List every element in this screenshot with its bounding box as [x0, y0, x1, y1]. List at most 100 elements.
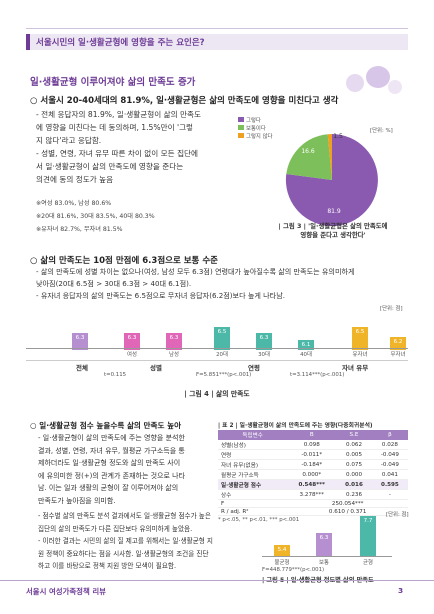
note: ※20대 81.6%, 30대 83.5%, 40대 80.3%	[36, 213, 155, 220]
bar-2-category-labels: 불균형 보통 균형	[262, 558, 392, 566]
point-3: ○ 일·생활균형 점수 높을수록 삶의 만족도 높아	[30, 421, 182, 430]
body-line: 집단의 삶의 만족도가 다른 집단보다 유의미하게 높았음.	[38, 524, 193, 533]
bar-chart-caption: | 그림 4 | 삶의 만족도	[184, 390, 250, 398]
body-line: - 점수별 삶의 만족도 분석 결과에서도 일·생활균형 점수가 높은	[38, 512, 211, 520]
pie-unit: [단위: %]	[370, 128, 393, 134]
table-header: β	[371, 430, 408, 440]
category-label: 20대	[216, 352, 228, 358]
table-header: 독립변수	[218, 430, 288, 440]
pie-label-disagree: 1.5	[333, 133, 343, 140]
pie-label-neutral: 16.6	[301, 148, 315, 155]
body-line: - 성별, 연령, 자녀 유무 따른 차이 없이 모든 집단에	[36, 149, 199, 158]
bar-30대: 6.3	[256, 333, 272, 350]
body-line: 지 않다'라고 응답함.	[36, 136, 102, 145]
bar-value-label: 6.3	[169, 335, 179, 342]
pie-label-agree: 81.9	[327, 208, 341, 215]
header-title: 서울시민의 일·생활균형에 영향을 주는 요인은?	[36, 38, 205, 48]
body-line: - 유자녀 응답자의 삶의 만족도는 6.5점으로 무자녀 응답자(6.2점)보…	[36, 291, 285, 300]
table-row: 월평균 가구소득 0.000* 0.000 0.041	[218, 469, 408, 480]
body-line: - 전체 응답자의 81.9%, 일·생활균형이 삶의 만족도	[36, 110, 201, 119]
pie-legend: 그렇다 보통이다 그렇지 않다	[238, 116, 273, 140]
legend-item: 그렇다	[238, 116, 273, 124]
section1-body: - 전체 응답자의 81.9%, 일·생활균형이 삶의 만족도 에 영향을 미친…	[36, 108, 201, 186]
section2-body: - 삶의 만족도에 성별 차이는 없으나(여성, 남성 모두 6.3점) 연령대…	[36, 266, 355, 302]
category-label: 30대	[258, 352, 270, 358]
decorative-bubble	[346, 74, 364, 92]
legend-item: 그렇지 않다	[238, 132, 273, 140]
chart-2-axis	[262, 556, 392, 557]
bar-20대: 6.5	[214, 326, 230, 350]
group-label: 자녀 유무	[342, 364, 369, 372]
body-line: 서 일·생활균형이 삶의 만족도에 영향을 준다는	[36, 162, 184, 171]
group-label: 연령	[248, 364, 260, 372]
bar-value-label: 6.3	[259, 335, 269, 342]
section3-body: - 일·생활균형이 삶의 만족도에 주는 영향을 분석한 결과, 성별, 연령,…	[38, 432, 185, 507]
table-row: R / adj. R² 0.610 / 0.371	[218, 507, 408, 516]
bar-chart-2-unit: [단위: 점]	[386, 512, 409, 518]
bar-균형: 7.7	[360, 515, 376, 556]
bar-value-label: 6.3	[75, 335, 85, 342]
regression-table: 독립변수 B S.E β 성별(남성) 0.098 0.062 0.028 연령 -0.…	[218, 430, 408, 523]
point-2: ○ 삶의 만족도는 10점 만점에 6.3점으로 보통 수준	[30, 256, 218, 266]
stat-label: t=0.115	[104, 372, 127, 378]
bar-value-label: 6.2	[393, 338, 403, 345]
group-label: 전체	[76, 364, 88, 372]
bar-보통: 6.3	[316, 533, 332, 556]
pie-slice-neutral	[286, 134, 332, 180]
table-row: 상수 3.278*** 0.236-	[218, 489, 408, 500]
body-line: - 일·생활균형이 삶의 만족도에 주는 영향을 분석한	[38, 434, 185, 442]
bar-chart-2-stat: F=448.779***(p<.001)	[262, 567, 325, 573]
table-row: 성별(남성) 0.098 0.062 0.028	[218, 440, 408, 450]
table-row: 자녀 유무(없음) -0.184* 0.075 -0.049	[218, 459, 408, 470]
bar-value-label: 5.4	[277, 546, 287, 553]
header-bar: 서울시민의 일·생활균형에 영향을 주는 요인은?	[26, 34, 408, 50]
category-label: 불균형	[274, 560, 290, 566]
stat-label: t=3.114***(p<.001)	[290, 372, 345, 378]
section3-body-2: - 점수별 삶의 만족도 분석 결과에서도 일·생활균형 점수가 높은 집단의 …	[38, 510, 213, 573]
page-number: 3	[398, 586, 404, 595]
table-row: 일·생활균형 점수 0.548*** 0.016 0.595	[218, 479, 408, 490]
legend-item: 보통이다	[238, 124, 273, 132]
body-line: 남. 이는 일과 생활의 균형이 잘 이루어져야 삶의	[38, 484, 179, 492]
body-line: - 이러한 결과는 시민의 삶의 질 제고를 위해서는 일·생활균형 지	[38, 537, 213, 545]
point-1: ○ 서울시 20-40세대의 81.9%, 일·생활균형은 삶의 만족도에 영향…	[30, 96, 339, 106]
decorative-bubble	[366, 66, 390, 88]
pie-slice-agree	[285, 134, 378, 226]
bar-전체: 6.3	[72, 333, 88, 350]
bar-유자녀: 6.5	[352, 326, 368, 350]
table-footnote: * p<.05, ** p<.01, *** p<.001	[218, 517, 300, 523]
section-title: 일·생활균형 이루어져야 삶의 만족도 증가	[30, 77, 196, 88]
header-rule	[26, 28, 408, 29]
group-label: 성별	[150, 364, 162, 372]
bar-value-label: 6.3	[127, 335, 137, 342]
table-title: | 표 2 | 일·생활균형이 삶의 만족도에 주는 영향(다중회귀분석)	[218, 423, 373, 429]
stat-label: F=5.851***(p<.001)	[196, 372, 252, 378]
bar-category-labels: 여성 남성 20대 30대 40대 유자녀 무자녀	[60, 350, 405, 360]
bar-value-label: 6.5	[355, 328, 365, 335]
satisfaction-bar-chart: 6.3 6.3 6.3 6.5 6.3 6.1 6.5 6.2	[60, 310, 406, 350]
body-line: 하고 이를 바탕으로 정책 지원 방안 모색이 필요함.	[38, 562, 177, 570]
body-line: 원 정책이 중요하다는 점을 시사함. 일·생활균형의 조건을 진단	[38, 549, 209, 558]
chart-axis	[26, 348, 408, 349]
decorative-bubble	[388, 80, 402, 94]
category-label: 40대	[300, 352, 312, 358]
bar-value-label: 6.1	[301, 342, 311, 348]
body-line: 에 영향을 미친다는 데 동의하며, 1.5%만이 '그렇	[36, 123, 194, 132]
bar-value-label: 6.5	[217, 328, 227, 335]
body-line: 의견에 동의 정도가 높음	[36, 175, 114, 184]
category-label: 균형	[363, 560, 373, 566]
bar-value-label: 6.3	[319, 535, 329, 542]
pie-chart: 81.9 16.6 1.5	[285, 133, 378, 226]
bar-value-label: 7.7	[363, 517, 373, 524]
body-line: 제하더라도 일·생활균형 정도와 삶의 만족도 사이	[38, 459, 181, 467]
bar-40대: 6.1	[298, 340, 314, 350]
bar-무자녀: 6.2	[390, 336, 406, 350]
body-line: 낮아짐(20대 6.5점 > 30대 6.3점 > 40대 6.1점).	[36, 279, 192, 288]
pie-slice-disagree	[327, 134, 332, 180]
category-label: 여성	[127, 352, 137, 358]
bar-불균형: 5.4	[274, 544, 290, 556]
table-row: 연령 -0.011* 0.005 -0.049	[218, 449, 408, 460]
body-line: 에 유의미한 정(+)의 관계가 존재하는 것으로 나타	[38, 471, 186, 480]
chart-divider	[26, 360, 408, 361]
note: ※유자녀 82.7%, 무자녀 81.5%	[36, 226, 123, 233]
